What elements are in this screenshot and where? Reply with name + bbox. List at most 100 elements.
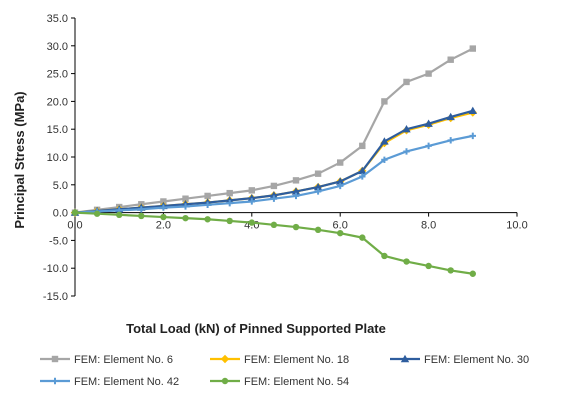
data-point: [359, 173, 366, 180]
data-point: [138, 212, 145, 220]
y-axis-ticks: -15.0 -10.0 -5.0 0.0 5.0 10.0 15.0 20.0 25.0 30.0…: [43, 13, 75, 303]
series-1: [71, 45, 476, 216]
data-point: [336, 177, 345, 185]
data-point: [93, 210, 101, 217]
data-point: [204, 216, 211, 223]
data-point: [381, 252, 388, 260]
data-point: [314, 188, 322, 195]
y-tick-label: 0.0: [53, 208, 68, 220]
data-point: [469, 45, 476, 52]
data-point: [71, 209, 79, 216]
data-point: [425, 142, 432, 150]
data-point: [204, 201, 211, 209]
data-point: [225, 196, 234, 204]
data-point: [425, 70, 432, 77]
data-point: [313, 182, 323, 191]
data-point: [314, 170, 322, 177]
data-point: [403, 78, 410, 86]
data-point: [204, 192, 211, 200]
x-axis-title: Total Load (kN) of Pinned Supported Plat…: [126, 321, 386, 336]
data-point: [182, 214, 189, 222]
data-point: [116, 211, 123, 219]
data-point: [51, 377, 59, 385]
legend-item: FEM: Element No. 6: [40, 354, 173, 366]
y-axis-title: Principal Stress (MPa): [12, 91, 27, 228]
legend-item: FEM: Element No. 54: [210, 376, 349, 388]
data-point: [270, 182, 278, 190]
data-point: [248, 187, 255, 194]
data-point: [359, 142, 366, 150]
data-point: [247, 193, 256, 202]
data-point: [182, 203, 189, 210]
legend-item: FEM: Element No. 30: [390, 354, 529, 366]
x-tick-label: 10.0: [506, 220, 527, 232]
y-tick-label: -10.0: [43, 263, 68, 275]
data-point: [226, 199, 233, 207]
data-point: [337, 159, 344, 166]
data-point: [446, 112, 455, 121]
data-point: [381, 156, 388, 163]
y-tick-label: -15.0: [43, 291, 68, 303]
data-point: [248, 219, 255, 226]
y-tick-label: 30.0: [47, 41, 68, 53]
data-point: [337, 182, 344, 190]
data-point: [226, 217, 233, 225]
data-point: [380, 137, 389, 145]
data-point: [403, 258, 410, 265]
data-point: [292, 192, 300, 200]
legend-label: FEM: Element No. 54: [244, 376, 349, 388]
y-tick-label: 35.0: [47, 13, 68, 25]
legend-label: FEM: Element No. 18: [244, 354, 349, 366]
data-point: [381, 98, 388, 105]
legend-label: FEM: Element No. 30: [424, 354, 529, 366]
series-5: [71, 209, 476, 277]
legend-label: FEM: Element No. 6: [74, 354, 173, 366]
data-point: [358, 166, 367, 175]
data-point: [447, 56, 454, 63]
legend-item: FEM: Element No. 42: [40, 376, 179, 388]
y-tick-label: 15.0: [47, 124, 68, 136]
data-point: [400, 354, 410, 363]
data-point: [138, 206, 145, 213]
data-point: [160, 198, 167, 205]
data-point: [248, 198, 255, 205]
x-tick-label: 2.0: [156, 220, 171, 232]
data-point: [469, 270, 476, 277]
data-point: [160, 204, 167, 211]
y-tick-label: 25.0: [47, 69, 68, 81]
legend-item: FEM: Element No. 18: [210, 354, 349, 366]
data-point: [447, 267, 454, 274]
data-point: [424, 119, 433, 127]
data-point: [182, 195, 189, 202]
data-point: [447, 137, 454, 144]
data-point: [425, 262, 432, 270]
series-4: [71, 132, 476, 216]
data-point: [269, 191, 279, 199]
data-point: [359, 234, 366, 241]
data-point: [160, 213, 167, 221]
y-tick-label: 10.0: [47, 152, 68, 164]
data-point: [226, 189, 233, 197]
y-tick-label: 5.0: [53, 180, 68, 192]
data-point: [314, 226, 322, 234]
legend-label: FEM: Element No. 42: [74, 376, 179, 388]
data-point: [220, 354, 230, 364]
data-point: [402, 125, 411, 133]
data-point: [292, 223, 300, 231]
data-point: [292, 177, 300, 184]
data-point: [221, 377, 229, 385]
data-point: [469, 132, 476, 140]
data-point: [337, 229, 344, 237]
x-tick-label: 8.0: [421, 220, 436, 232]
data-point: [51, 355, 59, 363]
data-point: [270, 195, 278, 202]
y-tick-label: 20.0: [47, 96, 68, 108]
data-point: [468, 106, 477, 115]
y-tick-label: -5.0: [49, 235, 68, 247]
series-layer: [70, 45, 477, 277]
data-point: [403, 148, 410, 155]
data-point: [270, 221, 278, 229]
legend: FEM: Element No. 6 FEM: Element No. 18 FEM…: [40, 354, 529, 388]
data-point: [291, 187, 301, 195]
